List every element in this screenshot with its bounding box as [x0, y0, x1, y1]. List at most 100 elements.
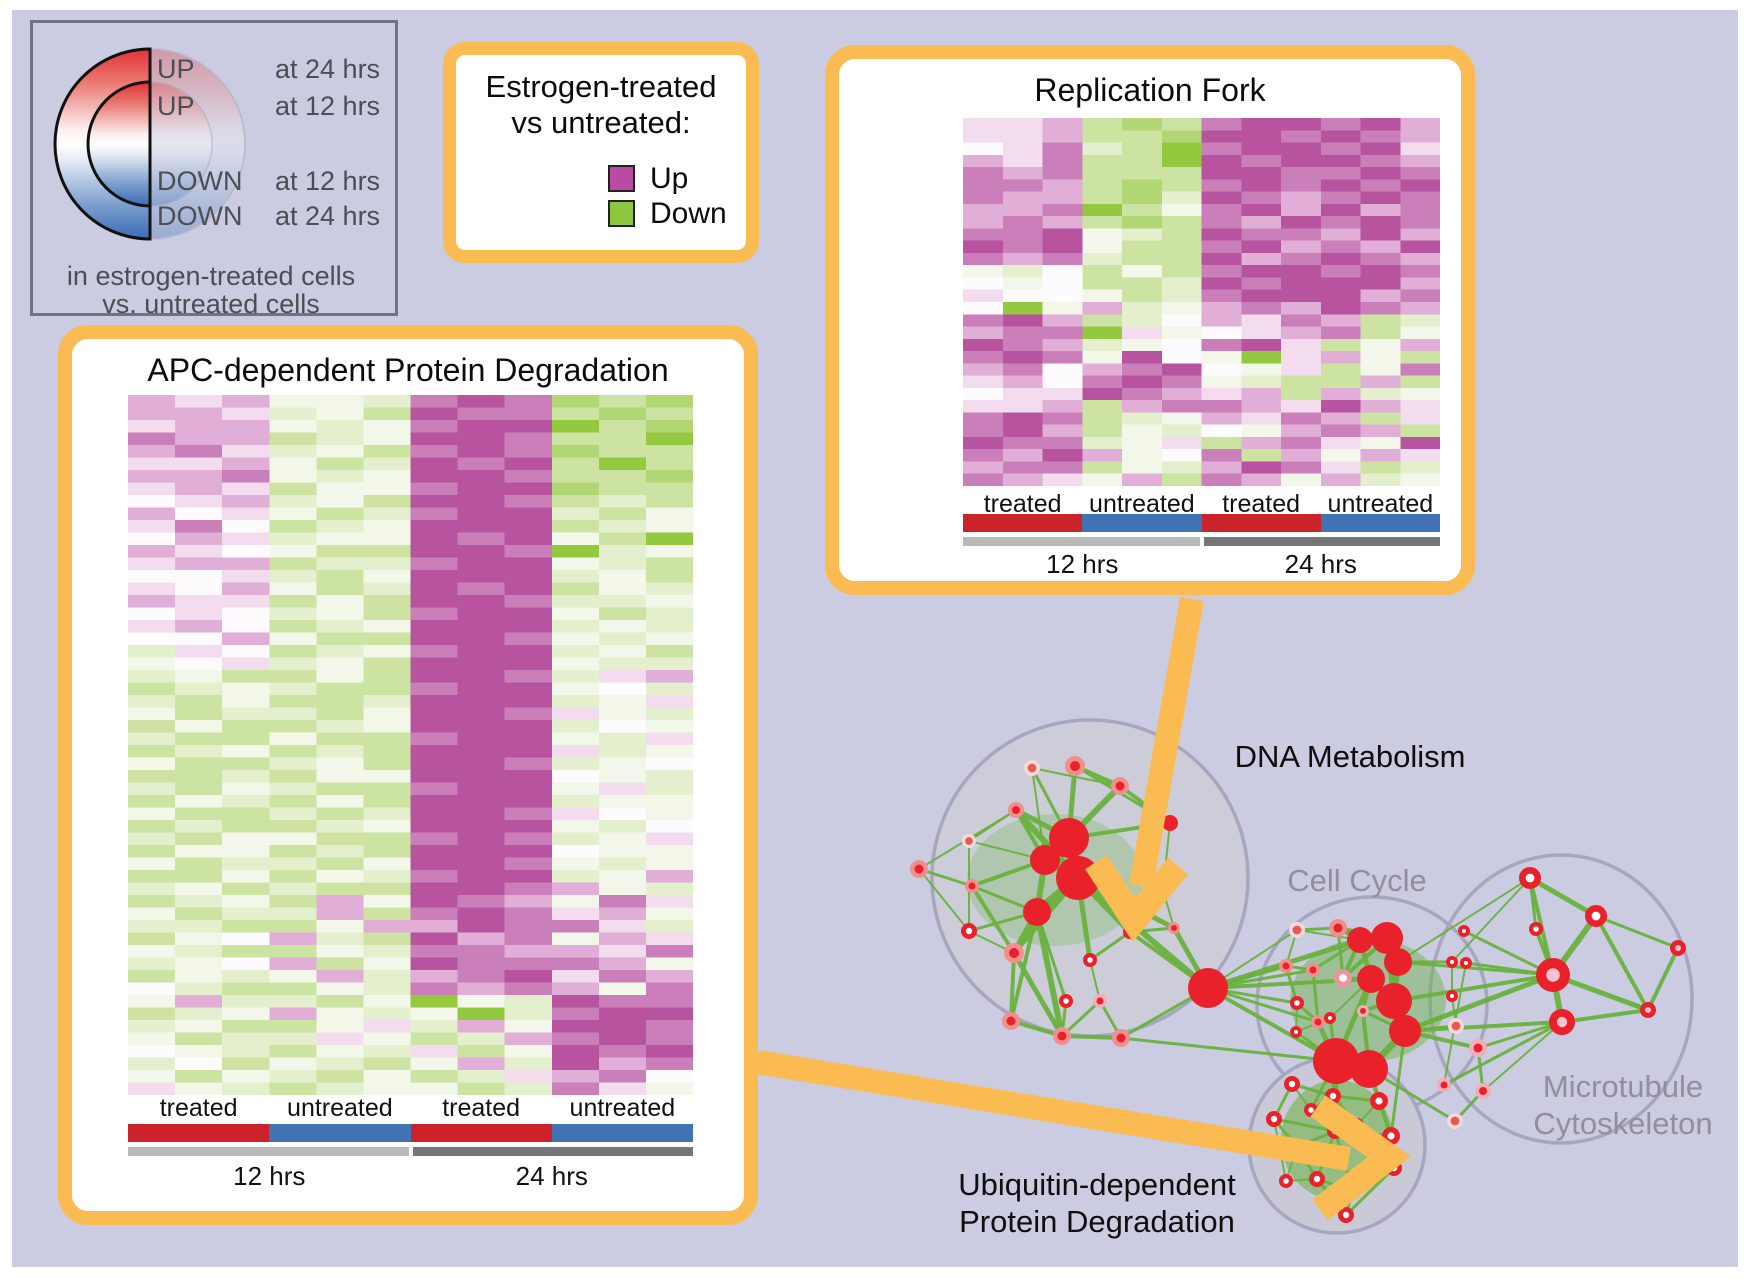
heatmap-cell [1281, 203, 1322, 217]
heatmap-cell [1122, 216, 1163, 229]
heatmap-cell [645, 1082, 693, 1095]
heatmap-cell [1281, 289, 1322, 303]
treatment-bar-segment [128, 1124, 270, 1142]
heatmap-cell [457, 645, 506, 659]
heatmap-cell [1042, 302, 1083, 315]
heatmap-cell [222, 645, 270, 659]
heatmap-cell [175, 482, 223, 496]
heatmap-cell [363, 932, 412, 946]
heatmap-cell [598, 620, 647, 634]
heatmap-cell [1360, 228, 1401, 242]
heatmap-cell [128, 870, 176, 884]
cluster-label-ubiquitin: Ubiquitin-dependent Protein Degradation [937, 1166, 1257, 1240]
heatmap-cell [1360, 400, 1401, 413]
heatmap-cell [175, 395, 223, 409]
heatmap-cell [1201, 252, 1242, 266]
apc-time-labels: 12 hrs 24 hrs [128, 1161, 693, 1191]
heatmap-cell [963, 240, 1004, 254]
heatmap-cell [128, 495, 176, 509]
treatment-bar-segment [1082, 514, 1202, 532]
heatmap-cell [504, 845, 553, 859]
heatmap-cell [1360, 363, 1401, 377]
heatmap-cell [410, 820, 459, 834]
heatmap-cell [1360, 154, 1401, 168]
heatmap-cell [222, 832, 270, 846]
heatmap-cell [1400, 228, 1440, 242]
heatmap-cell [504, 1020, 553, 1034]
rep-group-treated-24: treated [1222, 490, 1301, 518]
heatmap-cell [1042, 179, 1083, 193]
heatmap-cell [551, 845, 600, 859]
heatmap-cell [1201, 338, 1242, 352]
heatmap-cell [128, 1057, 176, 1071]
heatmap-cell [363, 720, 412, 734]
heatmap-cell [1201, 154, 1242, 168]
heatmap-cell [1002, 400, 1044, 413]
heatmap-cell [645, 507, 693, 521]
heatmap-cell [410, 720, 459, 734]
heatmap-cell [645, 1007, 693, 1021]
heatmap-cell [316, 632, 365, 646]
heatmap-cell [1002, 252, 1044, 266]
heatmap-cell [504, 445, 553, 459]
apc-group-untreated-24: untreated [569, 1094, 676, 1122]
up-color-swatch [608, 165, 635, 192]
heatmap-cell [551, 432, 600, 446]
heatmap-cell [457, 457, 506, 471]
heatmap-cell [598, 732, 647, 746]
heatmap-cell [1161, 473, 1203, 486]
heatmap-cell [645, 995, 693, 1009]
heatmap-cell [316, 1032, 365, 1046]
heatmap-cell [1002, 424, 1044, 438]
replication-fork-panel: Replication Fork treated untreated treat… [825, 45, 1475, 595]
heatmap-cell [1161, 351, 1203, 364]
heatmap-cell [1400, 351, 1440, 364]
heatmap-cell [269, 757, 317, 771]
heatmap-cell [316, 620, 365, 634]
heatmap-cell [504, 695, 553, 709]
heatmap-cell [269, 632, 317, 646]
heatmap-cell [1241, 314, 1282, 328]
heatmap-cell [1042, 338, 1083, 352]
heatmap-cell [363, 832, 412, 846]
heatmap-cell [598, 857, 647, 871]
heatmap-cell [175, 520, 223, 534]
heatmap-cell [645, 907, 693, 921]
heatmap-cell [1320, 179, 1362, 193]
heatmap-cell [551, 445, 600, 459]
heatmap-cell [1042, 400, 1083, 413]
heatmap-cell [1161, 449, 1203, 463]
heatmap-cell [1161, 228, 1203, 242]
heatmap-cell [1320, 265, 1362, 279]
heatmap-cell [551, 1057, 600, 1071]
heatmap-cell [410, 1070, 459, 1084]
heatmap-cell [504, 957, 553, 971]
heatmap-cell [1082, 203, 1123, 217]
heatmap-cell [175, 570, 223, 584]
heatmap-cell [1122, 436, 1163, 450]
heatmap-cell [363, 1057, 412, 1071]
heatmap-cell [1241, 203, 1282, 217]
heatmap-cell [175, 732, 223, 746]
heatmap-cell [222, 695, 270, 709]
heatmap-cell [1201, 363, 1242, 377]
heatmap-cell [645, 570, 693, 584]
heatmap-cell [1320, 277, 1362, 291]
heatmap-cell [410, 932, 459, 946]
heatmap-cell [222, 982, 270, 996]
heatmap-cell [222, 820, 270, 834]
heatmap-cell [504, 932, 553, 946]
heatmap-cell [363, 545, 412, 559]
heatmap-cell [1122, 265, 1163, 279]
heatmap-cell [316, 820, 365, 834]
heatmap-cell [175, 782, 223, 796]
heatmap-cell [1241, 412, 1282, 426]
heatmap-cell [410, 1020, 459, 1034]
heatmap-cell [269, 507, 317, 521]
rep-time-12hrs: 12 hrs [1046, 549, 1119, 579]
heatmap-cell [175, 470, 223, 484]
heatmap-cell [363, 570, 412, 584]
heatmap-cell [645, 832, 693, 846]
heatmap-cell [1122, 167, 1163, 180]
heatmap-cell [1400, 154, 1440, 168]
